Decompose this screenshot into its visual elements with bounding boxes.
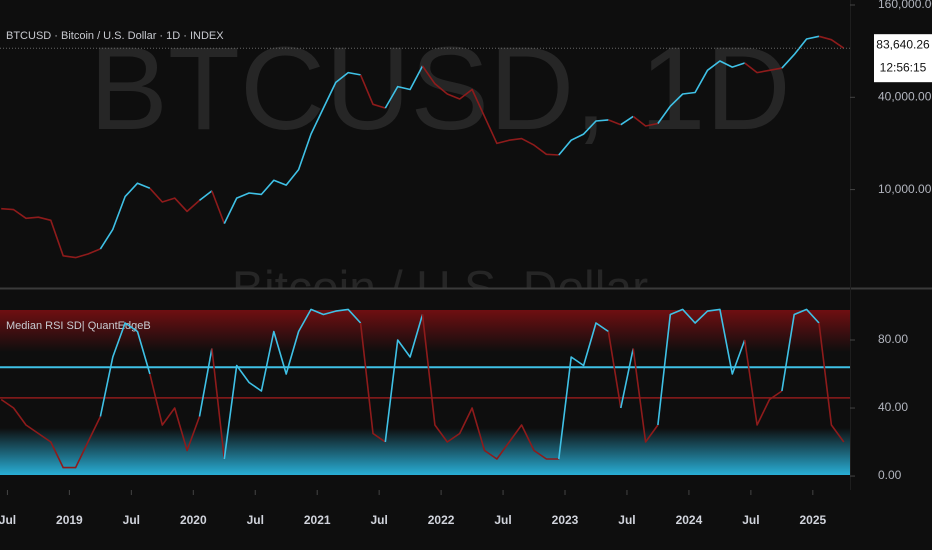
series-line [149,187,201,213]
series-line [421,65,559,156]
chart-title: BTCUSD · Bitcoin / U.S. Dollar · 1D · IN… [6,30,224,42]
series-line [781,35,820,69]
x-tick-label: 2023 [552,513,579,527]
series-line [149,373,201,452]
series-line [359,322,386,443]
series-line [211,348,226,460]
x-tick-label: 2020 [180,513,207,527]
watermark-sub: Bitcoin / U.S. Dollar [232,263,648,316]
oversold-band [0,428,850,475]
y-tick-label: 0.00 [878,468,902,482]
y-tick-label: 160,000.00 [878,0,932,11]
series-line [818,35,845,49]
series-line [211,190,226,224]
x-tick-label: Jul [370,513,387,527]
series-line [632,348,659,443]
series-line [818,322,845,443]
series-line [223,308,362,460]
last-price-box [874,34,932,83]
series-line [1,207,101,259]
x-tick-label: Jul [247,513,264,527]
y-tick-label: 40,000.00 [878,89,932,103]
series-line [0,398,102,469]
y-tick-label: 40.00 [878,400,908,414]
x-tick-label: Jul [123,513,140,527]
series-line [223,71,361,224]
series-line [384,65,424,109]
series-line [744,62,783,74]
series-line [632,115,659,127]
series-line [608,119,622,126]
series-line [781,308,820,392]
series-line [657,60,745,124]
x-tick-label: 2024 [676,513,703,527]
series-line [198,348,213,417]
series-line [99,322,151,417]
x-tick-label: 2019 [56,513,83,527]
series-line [620,115,634,126]
x-tick-label: 2022 [428,513,455,527]
series-line [421,314,559,460]
x-tick-label: 2021 [304,513,331,527]
x-tick-label: Jul [742,513,759,527]
series-line [657,308,746,426]
series-line [99,182,151,250]
series-line [558,119,609,156]
last-price-label: 83,640.26 [876,37,930,51]
series-line [607,331,622,409]
series-line [620,348,634,409]
series-line [743,339,783,426]
series-line [199,190,213,202]
x-tick-label: 2025 [799,513,826,527]
x-tick-label: Jul [618,513,635,527]
indicator-title: Median RSI SD| QuantEdgeB [6,320,151,332]
y-tick-label: 80.00 [878,332,908,346]
y-tick-label: 10,000.00 [878,182,932,196]
series-line [359,74,386,109]
x-tick-label: Jul [0,513,16,527]
countdown: 12:56:15 [880,60,927,74]
series-line [558,322,609,460]
x-tick-label: Jul [494,513,511,527]
watermark: BTCUSD, 1D [89,23,791,155]
series-line [384,314,424,443]
